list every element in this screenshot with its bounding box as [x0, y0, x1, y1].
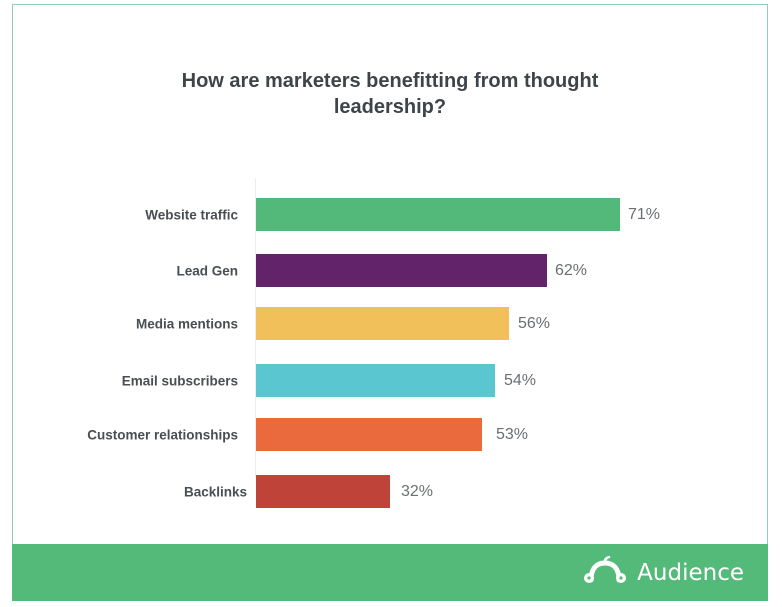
category-label-row: Email subscribers: [0, 364, 238, 397]
brand-name: Audience: [637, 560, 744, 586]
surveymonkey-logo-icon: [581, 555, 629, 591]
value-label: 32%: [401, 483, 434, 500]
value-label: 62%: [555, 262, 588, 279]
bar-lead-gen: [256, 254, 547, 287]
value-label: 54%: [504, 372, 537, 389]
bar-website-traffic: [256, 198, 620, 231]
category-label: Website traffic: [145, 207, 238, 222]
category-label: Backlinks: [183, 484, 247, 499]
bar-backlinks: [256, 475, 390, 508]
category-label-row: Website traffic: [0, 198, 238, 231]
category-label-row: Media mentions: [0, 307, 238, 340]
value-label: 56%: [518, 315, 551, 332]
footer-banner: Audience: [12, 544, 768, 601]
chart-panel: [12, 4, 768, 601]
category-label: Email subscribers: [121, 373, 238, 388]
chart-title-line-2: leadership?: [333, 96, 447, 118]
value-label: 71%: [628, 206, 661, 223]
category-label-row: Lead Gen: [0, 254, 238, 287]
category-label-row: Backlinks: [0, 475, 247, 508]
chart-title-line-1: How are marketers benefitting from thoug…: [181, 70, 599, 92]
category-label: Customer relationships: [87, 427, 238, 442]
category-label-row: Customer relationships: [0, 418, 238, 451]
bar-customer-relationships: [256, 418, 482, 451]
y-axis-line: [255, 178, 256, 478]
bar-email-subscribers: [256, 364, 495, 397]
category-label: Media mentions: [135, 316, 238, 331]
value-label: 53%: [496, 426, 529, 443]
category-label: Lead Gen: [176, 263, 238, 278]
bar-media-mentions: [256, 307, 509, 340]
brand-logo: Audience: [581, 555, 744, 591]
chart-title: How are marketers benefitting from thoug…: [12, 68, 768, 120]
